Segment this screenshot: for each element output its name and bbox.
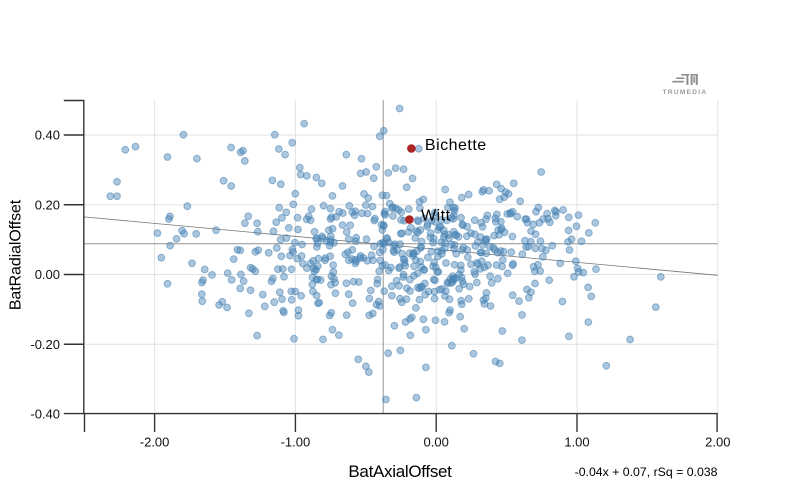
svg-text:-1.00: -1.00 [281, 435, 311, 450]
svg-text:Bichette: Bichette [425, 137, 487, 154]
svg-text:-0.04x + 0.07, rSq = 0.038: -0.04x + 0.07, rSq = 0.038 [575, 465, 718, 479]
svg-text:0.20: 0.20 [35, 197, 60, 212]
svg-text:BatRadialOffset: BatRadialOffset [8, 199, 25, 310]
svg-text:Witt: Witt [421, 208, 451, 225]
svg-text:2.00: 2.00 [705, 435, 730, 450]
svg-text:TRUMEDIA: TRUMEDIA [663, 89, 708, 96]
svg-text:-2.00: -2.00 [140, 435, 170, 450]
svg-text:0.40: 0.40 [35, 128, 60, 143]
svg-text:0.00: 0.00 [424, 435, 449, 450]
svg-text:0.00: 0.00 [35, 267, 60, 282]
svg-text:-0.20: -0.20 [30, 337, 60, 352]
svg-text:1.00: 1.00 [564, 435, 589, 450]
svg-text:BatAxialOffset: BatAxialOffset [348, 462, 452, 481]
svg-text:-0.40: -0.40 [30, 407, 60, 422]
